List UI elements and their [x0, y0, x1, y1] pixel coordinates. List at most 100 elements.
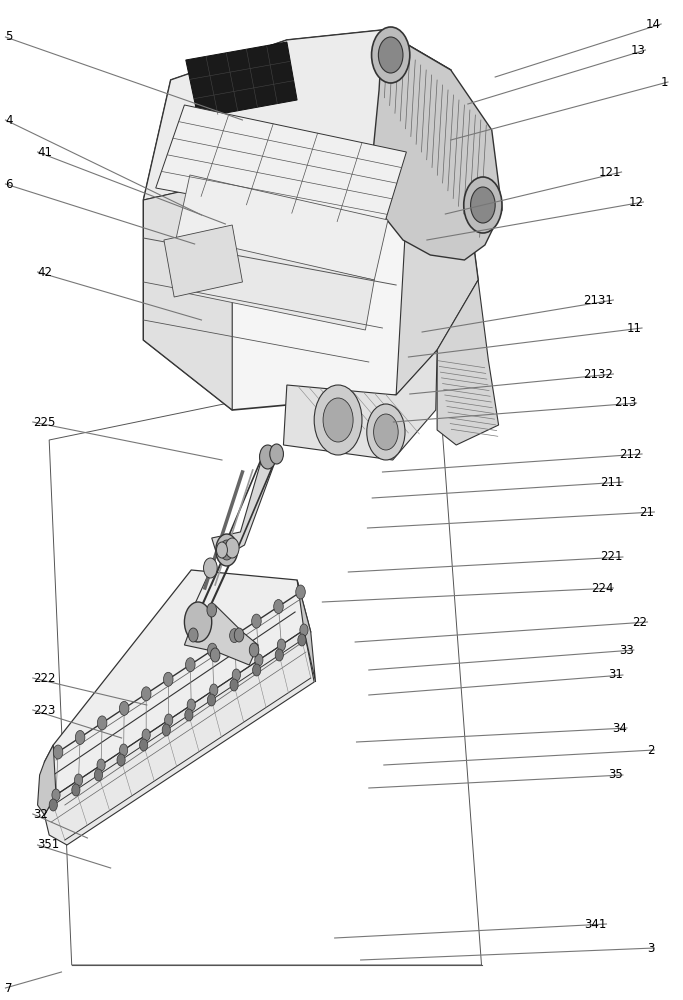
Text: 2131: 2131 [583, 294, 613, 306]
Text: 221: 221 [600, 550, 623, 564]
Text: 12: 12 [628, 196, 643, 209]
Circle shape [184, 602, 212, 642]
Circle shape [464, 177, 502, 233]
Circle shape [207, 603, 217, 617]
Circle shape [220, 540, 234, 560]
Text: 14: 14 [646, 17, 661, 30]
Circle shape [210, 684, 218, 696]
Polygon shape [372, 30, 502, 260]
Polygon shape [164, 225, 242, 297]
Text: 31: 31 [608, 668, 623, 682]
Circle shape [229, 629, 239, 643]
Circle shape [270, 444, 283, 464]
Text: 1: 1 [660, 76, 668, 89]
Circle shape [471, 187, 495, 223]
Circle shape [277, 639, 285, 651]
Text: 2: 2 [647, 744, 654, 756]
Text: 41: 41 [38, 145, 53, 158]
Circle shape [142, 729, 150, 741]
Text: 42: 42 [38, 265, 53, 278]
Circle shape [74, 774, 83, 786]
Text: 2132: 2132 [583, 367, 613, 380]
Circle shape [97, 759, 105, 771]
Text: 121: 121 [599, 165, 622, 178]
Text: 351: 351 [38, 838, 60, 852]
Circle shape [120, 744, 128, 756]
Circle shape [72, 784, 80, 796]
Circle shape [208, 643, 217, 657]
Polygon shape [38, 745, 56, 815]
Circle shape [274, 600, 283, 614]
Polygon shape [212, 452, 279, 560]
Circle shape [253, 664, 261, 676]
Text: 33: 33 [619, 644, 634, 656]
Polygon shape [44, 570, 311, 808]
Circle shape [296, 585, 305, 599]
Text: 223: 223 [33, 704, 55, 716]
Circle shape [323, 398, 353, 442]
Text: 5: 5 [5, 30, 13, 43]
Circle shape [208, 694, 216, 706]
Text: 13: 13 [630, 43, 645, 56]
Text: 7: 7 [5, 982, 13, 994]
Circle shape [165, 714, 173, 726]
Circle shape [275, 649, 283, 661]
Polygon shape [143, 30, 478, 410]
Text: 211: 211 [600, 476, 623, 488]
Circle shape [53, 745, 63, 759]
Polygon shape [396, 70, 478, 395]
Circle shape [232, 669, 240, 681]
Circle shape [189, 628, 198, 642]
Circle shape [117, 754, 125, 766]
Circle shape [249, 643, 259, 657]
Circle shape [251, 614, 261, 628]
Text: 222: 222 [33, 672, 55, 684]
Text: 341: 341 [584, 918, 607, 930]
Text: 4: 4 [5, 113, 13, 126]
Polygon shape [44, 630, 314, 845]
Circle shape [216, 534, 238, 566]
Circle shape [210, 648, 220, 662]
Circle shape [367, 404, 405, 460]
Polygon shape [297, 580, 316, 682]
Circle shape [372, 27, 410, 83]
Text: 35: 35 [608, 768, 623, 782]
Polygon shape [143, 30, 451, 200]
Circle shape [217, 542, 227, 558]
Polygon shape [176, 175, 388, 280]
Circle shape [94, 769, 102, 781]
Circle shape [230, 679, 238, 691]
Text: 212: 212 [619, 448, 642, 460]
Circle shape [300, 624, 308, 636]
Circle shape [163, 672, 173, 686]
Text: 213: 213 [614, 396, 637, 410]
Circle shape [260, 445, 276, 469]
Circle shape [52, 789, 60, 801]
Circle shape [374, 414, 398, 450]
Circle shape [75, 730, 85, 744]
Circle shape [204, 558, 217, 578]
Circle shape [234, 628, 244, 642]
Polygon shape [283, 350, 437, 460]
Polygon shape [143, 180, 232, 410]
Polygon shape [437, 280, 499, 445]
Circle shape [378, 37, 403, 73]
Text: 11: 11 [627, 322, 642, 334]
Circle shape [225, 538, 239, 558]
Circle shape [139, 739, 148, 751]
Circle shape [141, 687, 151, 701]
Text: 22: 22 [632, 615, 647, 629]
Text: 34: 34 [612, 722, 627, 734]
Circle shape [186, 658, 195, 672]
Text: 224: 224 [591, 582, 613, 594]
Circle shape [162, 724, 170, 736]
Text: 21: 21 [639, 506, 654, 518]
Circle shape [98, 716, 107, 730]
Circle shape [255, 654, 263, 666]
Circle shape [120, 701, 129, 715]
Circle shape [314, 385, 362, 455]
Polygon shape [186, 42, 297, 118]
Circle shape [298, 634, 306, 646]
Text: 225: 225 [33, 416, 55, 428]
Text: 32: 32 [33, 808, 48, 820]
